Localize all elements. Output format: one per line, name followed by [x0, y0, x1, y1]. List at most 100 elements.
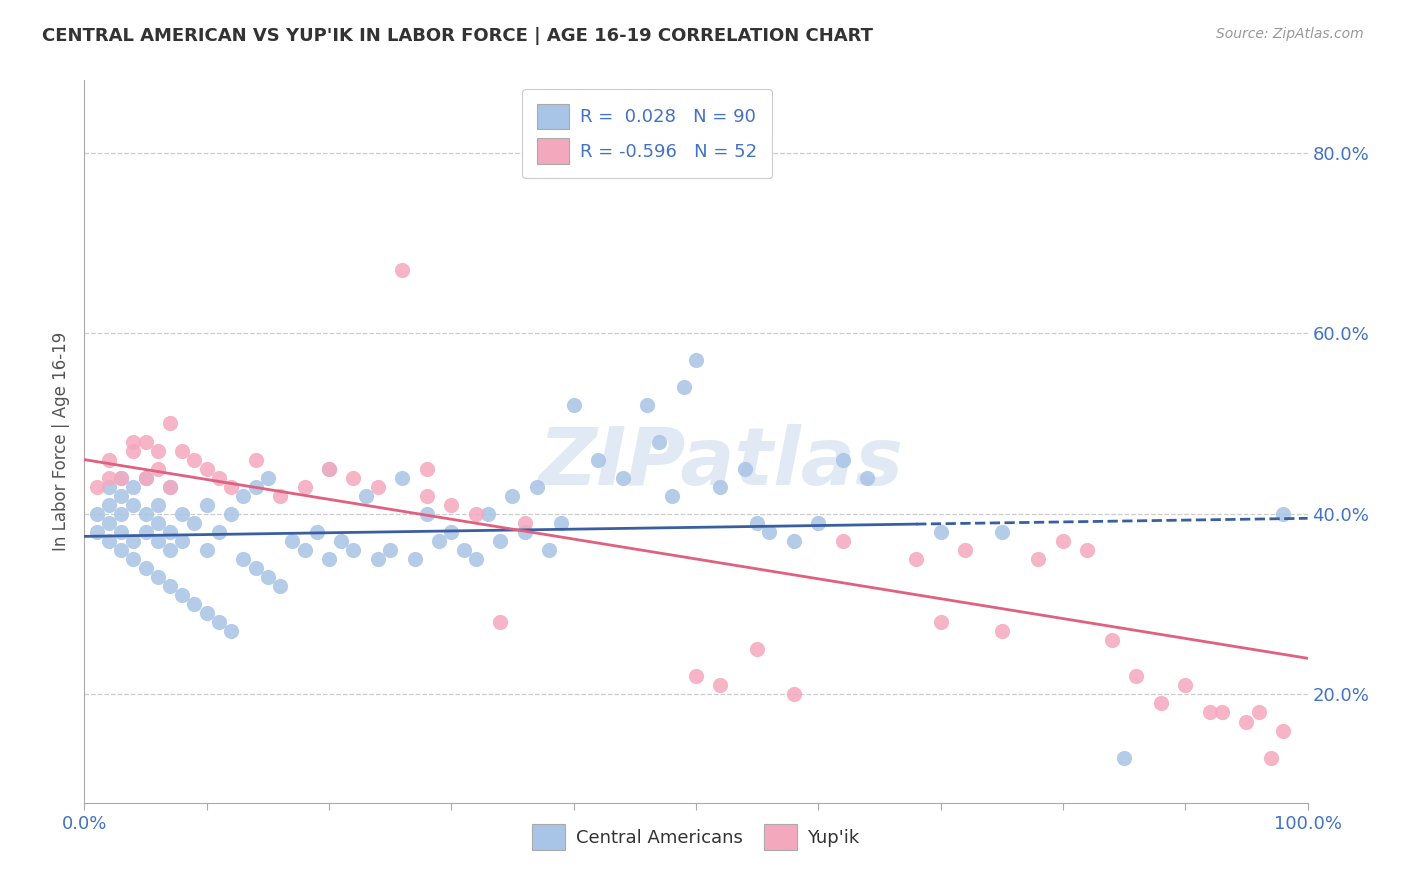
Point [86, 524, 108, 539]
Point [245, 561, 267, 575]
Point [734, 461, 756, 475]
Point [586, 452, 609, 467]
Point [1198, 706, 1220, 720]
Point [97, 452, 120, 467]
Point [367, 480, 389, 494]
Legend: Central Americans, Yup'ik: Central Americans, Yup'ik [523, 815, 869, 859]
Point [1236, 714, 1258, 729]
Point [219, 507, 242, 521]
Point [513, 524, 536, 539]
Text: ZIPatlas: ZIPatlas [538, 425, 903, 502]
Point [758, 524, 780, 539]
Point [172, 588, 194, 602]
Point [538, 542, 561, 557]
Point [464, 507, 486, 521]
Point [685, 353, 707, 368]
Point [526, 480, 548, 494]
Point [953, 542, 976, 557]
Point [110, 524, 132, 539]
Point [440, 524, 463, 539]
Point [783, 687, 806, 701]
Point [159, 542, 181, 557]
Point [159, 480, 181, 494]
Point [440, 498, 463, 512]
Point [183, 452, 205, 467]
Point [146, 570, 169, 584]
Point [146, 533, 169, 548]
Point [318, 461, 340, 475]
Point [195, 542, 218, 557]
Point [146, 443, 169, 458]
Point [269, 489, 291, 503]
Point [122, 480, 145, 494]
Point [135, 471, 157, 485]
Point [416, 489, 439, 503]
Point [807, 516, 830, 530]
Point [489, 533, 512, 548]
Point [159, 417, 181, 431]
Point [97, 498, 120, 512]
Point [502, 489, 524, 503]
Point [122, 533, 145, 548]
Point [281, 533, 304, 548]
Point [380, 542, 402, 557]
Point [513, 516, 536, 530]
Point [685, 669, 707, 683]
Point [294, 480, 316, 494]
Point [1211, 706, 1233, 720]
Point [219, 480, 242, 494]
Point [232, 489, 254, 503]
Point [648, 434, 671, 449]
Point [747, 642, 769, 657]
Point [110, 471, 132, 485]
Y-axis label: In Labor Force | Age 16-19: In Labor Force | Age 16-19 [52, 332, 70, 551]
Point [1076, 542, 1098, 557]
Point [856, 471, 879, 485]
Point [354, 489, 377, 503]
Point [1174, 678, 1197, 692]
Point [464, 552, 486, 566]
Point [489, 615, 512, 630]
Point [146, 461, 169, 475]
Point [318, 461, 340, 475]
Point [709, 480, 731, 494]
Point [1052, 533, 1074, 548]
Point [97, 516, 120, 530]
Point [97, 471, 120, 485]
Point [86, 507, 108, 521]
Point [391, 263, 413, 277]
Point [110, 507, 132, 521]
Point [991, 524, 1014, 539]
Point [195, 606, 218, 620]
Point [342, 471, 364, 485]
Point [245, 480, 267, 494]
Point [172, 533, 194, 548]
Point [122, 434, 145, 449]
Text: CENTRAL AMERICAN VS YUP'IK IN LABOR FORCE | AGE 16-19 CORRELATION CHART: CENTRAL AMERICAN VS YUP'IK IN LABOR FORC… [42, 27, 873, 45]
Point [159, 579, 181, 593]
Point [122, 443, 145, 458]
Point [404, 552, 426, 566]
Point [427, 533, 450, 548]
Point [831, 452, 853, 467]
Point [416, 507, 439, 521]
Point [612, 471, 634, 485]
Point [208, 615, 231, 630]
Point [97, 533, 120, 548]
Point [110, 489, 132, 503]
Point [146, 516, 169, 530]
Point [245, 452, 267, 467]
Point [159, 480, 181, 494]
Point [208, 471, 231, 485]
Point [550, 516, 572, 530]
Point [1260, 750, 1282, 764]
Point [318, 552, 340, 566]
Point [783, 533, 806, 548]
Point [183, 516, 205, 530]
Point [1028, 552, 1050, 566]
Point [110, 471, 132, 485]
Point [294, 542, 316, 557]
Point [1114, 750, 1136, 764]
Point [1247, 706, 1270, 720]
Point [122, 552, 145, 566]
